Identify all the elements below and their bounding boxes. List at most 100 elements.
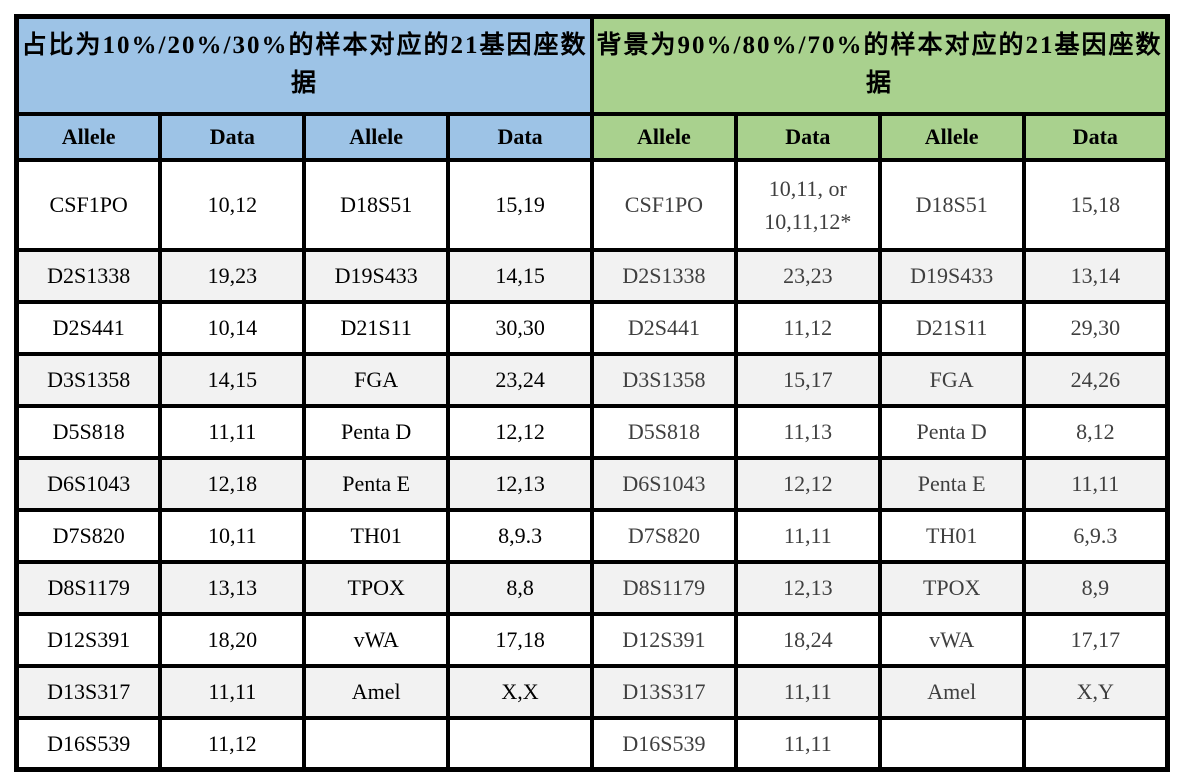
- left-allele-header-1: Allele: [14, 111, 163, 162]
- right-allele-header-1: Allele: [590, 111, 738, 162]
- left-allele-cell: CSF1PO: [14, 157, 163, 252]
- table-row: D16S539 11,12 D16S539 11,11: [14, 715, 1170, 772]
- left-data-cell: 10,11: [158, 507, 307, 564]
- left-data-cell: 19,23: [158, 247, 307, 304]
- left-data-cell: 11,11: [158, 403, 307, 460]
- table-row: D2S1338 19,23 D19S433 14,15 D2S1338 23,23 D19S…: [14, 247, 1170, 304]
- right-allele-cell: D13S317: [590, 663, 738, 720]
- right-allele-cell: D16S539: [590, 715, 738, 772]
- left-allele-cell: D19S433: [302, 247, 451, 304]
- right-allele-cell: CSF1PO: [590, 157, 738, 252]
- left-allele-cell: vWA: [302, 611, 451, 668]
- left-allele-cell: D5S818: [14, 403, 163, 460]
- left-data-cell: 12,18: [158, 455, 307, 512]
- right-data-cell: 23,23: [733, 247, 882, 304]
- table-row: D12S391 18,20 vWA 17,18 D12S391 18,24 vWA 17,17: [14, 611, 1170, 668]
- table-row: D2S441 10,14 D21S11 30,30 D2S441 11,12 D21S11 2…: [14, 299, 1170, 356]
- left-data-header-2: Data: [446, 111, 594, 162]
- right-data-cell: 8,9: [1021, 559, 1170, 616]
- left-allele-cell: D3S1358: [14, 351, 163, 408]
- left-allele-cell: TH01: [302, 507, 451, 564]
- right-data-cell: 11,11: [733, 663, 882, 720]
- right-data-cell: X,Y: [1021, 663, 1170, 720]
- right-allele-cell: Penta D: [877, 403, 1026, 460]
- right-allele-cell: D6S1043: [590, 455, 738, 512]
- left-data-cell: 17,18: [446, 611, 594, 668]
- left-table-title: 占比为10%/20%/30%的样本对应的21基因座数据: [14, 14, 594, 116]
- left-allele-cell: D12S391: [14, 611, 163, 668]
- right-data-header-1: Data: [733, 111, 882, 162]
- left-allele-cell: D16S539: [14, 715, 163, 772]
- right-data-cell: 11,11: [733, 507, 882, 564]
- left-allele-header-2: Allele: [302, 111, 451, 162]
- right-allele-cell: D2S441: [590, 299, 738, 356]
- left-data-cell: 12,12: [446, 403, 594, 460]
- right-allele-cell: D18S51: [877, 157, 1026, 252]
- left-data-cell: 11,11: [158, 663, 307, 720]
- right-allele-cell: D8S1179: [590, 559, 738, 616]
- right-data-header-2: Data: [1021, 111, 1170, 162]
- right-allele-cell: Penta E: [877, 455, 1026, 512]
- right-data-cell: 15,17: [733, 351, 882, 408]
- right-data-cell: 13,14: [1021, 247, 1170, 304]
- right-allele-cell: D2S1338: [590, 247, 738, 304]
- right-data-cell: 18,24: [733, 611, 882, 668]
- left-data-cell: X,X: [446, 663, 594, 720]
- right-data-cell: [1021, 715, 1170, 772]
- left-data-cell: 11,12: [158, 715, 307, 772]
- left-allele-cell: D2S1338: [14, 247, 163, 304]
- left-allele-cell: TPOX: [302, 559, 451, 616]
- right-data-cell: 11,12: [733, 299, 882, 356]
- left-data-header-1: Data: [158, 111, 307, 162]
- right-allele-cell: D19S433: [877, 247, 1026, 304]
- table-row: D5S818 11,11 Penta D 12,12 D5S818 11,13 Penta …: [14, 403, 1170, 460]
- right-data-cell: 15,18: [1021, 157, 1170, 252]
- column-header-row: Allele Data Allele Data Allele Data Alle…: [14, 111, 1170, 162]
- left-allele-cell: Penta D: [302, 403, 451, 460]
- left-data-cell: 8,8: [446, 559, 594, 616]
- left-allele-cell: D13S317: [14, 663, 163, 720]
- right-data-cell: 11,13: [733, 403, 882, 460]
- right-data-cell: 24,26: [1021, 351, 1170, 408]
- genotype-table: 占比为10%/20%/30%的样本对应的21基因座数据 背景为90%/80%/7…: [14, 14, 1170, 772]
- left-data-cell: 23,24: [446, 351, 594, 408]
- right-data-cell: 12,12: [733, 455, 882, 512]
- left-allele-cell: D6S1043: [14, 455, 163, 512]
- left-data-cell: 14,15: [446, 247, 594, 304]
- left-data-cell: 30,30: [446, 299, 594, 356]
- right-allele-cell: TPOX: [877, 559, 1026, 616]
- left-data-cell: 12,13: [446, 455, 594, 512]
- table-row: D8S1179 13,13 TPOX 8,8 D8S1179 12,13 TPOX 8,9: [14, 559, 1170, 616]
- right-data-cell: 12,13: [733, 559, 882, 616]
- left-data-cell: 15,19: [446, 157, 594, 252]
- left-allele-cell: D18S51: [302, 157, 451, 252]
- table-row: D6S1043 12,18 Penta E 12,13 D6S1043 12,12 Pent…: [14, 455, 1170, 512]
- right-allele-cell: D12S391: [590, 611, 738, 668]
- table-row: D13S317 11,11 Amel X,X D13S317 11,11 Amel X,Y: [14, 663, 1170, 720]
- right-data-cell: 8,12: [1021, 403, 1170, 460]
- right-data-cell: 11,11: [1021, 455, 1170, 512]
- right-allele-cell: FGA: [877, 351, 1026, 408]
- right-allele-cell: Amel: [877, 663, 1026, 720]
- right-data-cell: 10,11, or 10,11,12*: [733, 157, 882, 252]
- table-row: CSF1PO 10,12 D18S51 15,19 CSF1PO 10,11, or 10…: [14, 157, 1170, 252]
- left-allele-cell: D8S1179: [14, 559, 163, 616]
- right-allele-header-2: Allele: [877, 111, 1026, 162]
- right-data-cell: 29,30: [1021, 299, 1170, 356]
- left-data-cell: 14,15: [158, 351, 307, 408]
- left-data-cell: 8,9.3: [446, 507, 594, 564]
- left-allele-cell: [302, 715, 451, 772]
- right-table-title: 背景为90%/80%/70%的样本对应的21基因座数据: [590, 14, 1170, 116]
- left-allele-cell: D7S820: [14, 507, 163, 564]
- table-row: D7S820 10,11 TH01 8,9.3 D7S820 11,11 TH01 6,9.3: [14, 507, 1170, 564]
- title-row: 占比为10%/20%/30%的样本对应的21基因座数据 背景为90%/80%/7…: [14, 14, 1170, 116]
- right-allele-cell: TH01: [877, 507, 1026, 564]
- left-allele-cell: Penta E: [302, 455, 451, 512]
- table-row: D3S1358 14,15 FGA 23,24 D3S1358 15,17 FGA 24,26: [14, 351, 1170, 408]
- right-data-cell: 6,9.3: [1021, 507, 1170, 564]
- right-data-cell: 11,11: [733, 715, 882, 772]
- right-allele-cell: D3S1358: [590, 351, 738, 408]
- right-allele-cell: D7S820: [590, 507, 738, 564]
- right-allele-cell: D5S818: [590, 403, 738, 460]
